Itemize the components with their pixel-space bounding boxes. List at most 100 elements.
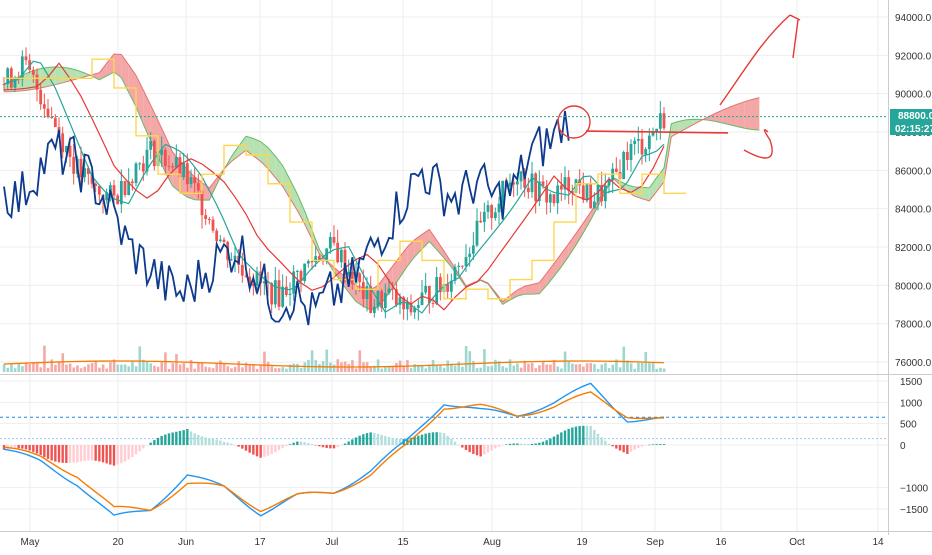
candle-body: [61, 133, 65, 153]
candle-body: [229, 259, 233, 261]
macd-tick-label: 1000: [900, 398, 923, 409]
volume-bar: [604, 362, 607, 372]
macd-hist-bar: [457, 444, 460, 446]
macd-hist-bar: [450, 438, 453, 445]
volume-bar: [387, 366, 391, 372]
volume-bar: [61, 353, 65, 372]
volume-bar: [483, 349, 486, 372]
candle-body: [563, 177, 567, 190]
volume-bar: [43, 345, 46, 372]
macd-hist-bar: [362, 434, 365, 445]
candle-body: [193, 177, 197, 184]
volume-bar: [508, 359, 512, 372]
volume-bar: [54, 364, 57, 372]
candle-body: [2, 84, 6, 86]
macd-hist-bar: [241, 445, 244, 449]
user-drawings[interactable]: [557, 14, 801, 159]
macd-hist-bar: [541, 441, 545, 445]
volume-bar: [263, 351, 266, 372]
candle-body: [369, 286, 373, 313]
ichimoku-lines: [3, 58, 686, 326]
macd-hist-bar: [57, 445, 61, 463]
macd-hist-bar: [655, 444, 658, 445]
candle-body: [501, 180, 505, 204]
volume-bar: [472, 360, 475, 372]
macd-hist-bar: [637, 445, 640, 448]
candle-body: [182, 163, 186, 178]
cloud-segment: [561, 243, 569, 267]
volume-bar: [376, 359, 380, 372]
candle-body: [134, 163, 138, 184]
volume-bar: [347, 363, 351, 372]
price-pane[interactable]: [0, 0, 888, 531]
macd-hist-bar: [167, 433, 171, 445]
macd-hist-bar: [439, 432, 442, 445]
candle-body: [167, 166, 171, 168]
macd-hist-bar: [277, 445, 281, 451]
volume-bar: [505, 367, 508, 372]
macd-hist-bar: [530, 443, 534, 445]
macd-hist-bar: [578, 426, 581, 445]
price-tick-label: 78000.0: [895, 320, 932, 331]
macd-hist-bar: [593, 429, 596, 445]
macd-axis[interactable]: 1500 1000 500 0 −1000 −1500: [900, 377, 929, 516]
macd-hist-bar: [285, 445, 288, 447]
macd-tick-label: 0: [900, 441, 906, 452]
macd-hist-bar: [211, 438, 215, 445]
macd-hist-bar: [453, 441, 457, 445]
candle-body: [86, 168, 90, 175]
senkou-span-b: [3, 53, 760, 303]
macd-lines: [3, 382, 665, 517]
volume-bar: [479, 367, 483, 372]
cloud-segment: [568, 233, 576, 257]
volume-bar: [332, 364, 336, 372]
volume-bar: [248, 364, 252, 372]
volume-bar: [431, 359, 435, 372]
time-tick-label: 17: [254, 537, 266, 548]
macd-hist-bar: [200, 436, 204, 445]
macd-pane[interactable]: [0, 380, 888, 517]
candle-body: [402, 297, 406, 310]
candle-body: [53, 117, 57, 128]
macd-hist-bar: [376, 433, 380, 445]
macd-hist-bar: [391, 438, 394, 445]
macd-hist-bar: [483, 445, 486, 455]
cloud-segment: [304, 211, 312, 240]
price-tick-label: 82000.0: [895, 243, 932, 254]
volume-bar: [292, 363, 296, 372]
macd-hist-bar: [17, 445, 20, 449]
volume-bar: [611, 364, 615, 372]
macd-hist-bar: [24, 445, 28, 450]
candle-body: [383, 293, 387, 308]
volume-bar: [582, 366, 585, 372]
candle-body: [446, 284, 450, 292]
macd-hist-bar: [365, 433, 369, 445]
macd-hist-bar: [120, 445, 123, 464]
macd-hist-bar: [105, 445, 108, 464]
cloud-segment: [444, 251, 452, 268]
candle-body: [347, 271, 351, 275]
price-tick-label: 76000.0: [895, 358, 932, 369]
macd-hist-bar: [354, 437, 358, 445]
volume-bar: [571, 363, 574, 372]
time-axis[interactable]: May 20 Jun 17 Jul 15 Aug 19 Sep 16 Oct 14: [21, 537, 884, 548]
volume-bar: [219, 360, 222, 372]
cloud-segment: [686, 119, 694, 129]
volume-bar: [109, 362, 112, 372]
macd-hist-bar: [398, 438, 402, 445]
cloud-segment: [407, 239, 415, 267]
candle-body: [277, 280, 281, 307]
volume-bar: [32, 362, 35, 372]
cloud-segment: [752, 97, 760, 131]
candle-body: [416, 304, 420, 308]
time-tick-label: Sep: [646, 537, 664, 548]
volume-bar: [351, 360, 354, 372]
volume-bar: [607, 368, 611, 372]
macd-hist-bar: [640, 445, 644, 447]
candle-body: [629, 143, 633, 160]
macd-hist-bar: [479, 445, 482, 457]
cloud-segment: [356, 285, 364, 307]
macd-hist-bar: [571, 427, 574, 445]
cloud-segment: [532, 282, 540, 295]
